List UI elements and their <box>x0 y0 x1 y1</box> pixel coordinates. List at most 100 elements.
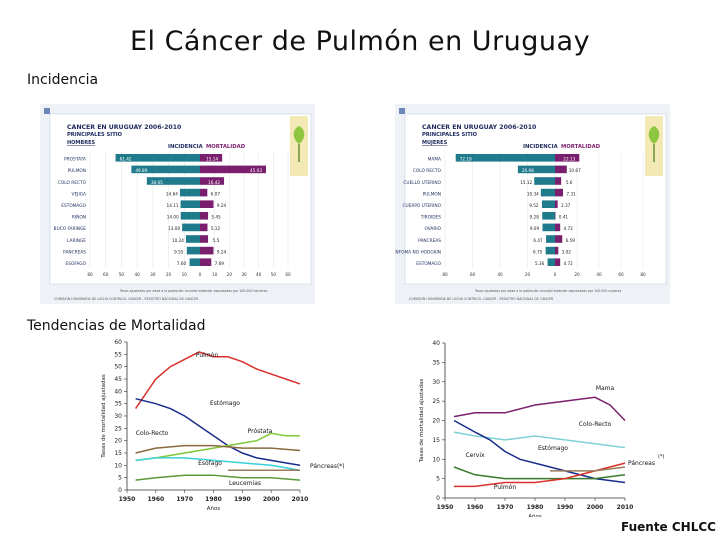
mortalidad-value-label: 5.12 <box>211 226 221 231</box>
series-line <box>453 419 626 484</box>
mortalidad-value-label: 4.72 <box>564 226 574 231</box>
category-label: PROSTATA <box>64 157 86 163</box>
x-tick-label: 2010 <box>617 504 634 511</box>
annotation-mark: (*) <box>658 454 664 460</box>
incidencia-value-label: 7.60 <box>177 261 187 266</box>
series-line <box>135 397 301 467</box>
incidencia-bar <box>180 212 200 220</box>
corner-marker-icon <box>44 108 50 114</box>
mortalidad-bar <box>555 223 561 232</box>
x-axis-label: Años <box>207 506 221 512</box>
category-label: ESTOMAGO <box>416 261 441 267</box>
x-tick-label: 30 <box>150 272 156 277</box>
y-tick-label: 0 <box>118 487 122 494</box>
y-tick-label: 15 <box>114 450 122 457</box>
mortality-trend-chart-women: 0 5 10 15 20 25 30 35 40 1950 1960 1970 1980 1990 2000… <box>419 340 664 517</box>
y-tick-label: 0 <box>436 495 440 502</box>
category-label: ESTOMAGO <box>61 203 86 209</box>
slide-title: El Cáncer de Pulmón en Uruguay <box>129 26 591 57</box>
x-tick-label: 1970 <box>497 504 514 511</box>
incidencia-value-label: 61.42 <box>120 157 132 162</box>
series-label: Esófago <box>198 460 222 467</box>
series-label: Próstata <box>248 428 273 435</box>
incidencia-value-label: 9.28 <box>530 215 540 220</box>
incidencia-bar <box>186 246 200 255</box>
x-tick-label: 80 <box>442 272 448 277</box>
mortalidad-value-label: 0.41 <box>559 215 569 220</box>
category-label: RIÑON <box>72 214 86 221</box>
mortalidad-bar <box>200 223 208 232</box>
mortalidad-bar <box>200 235 209 243</box>
series-label: Pulmón <box>494 484 516 491</box>
incidencia-bar <box>189 258 200 266</box>
category-label: PULMON <box>68 168 86 174</box>
incidencia-value-label: 9.52 <box>529 203 539 208</box>
category-label: PANCREAS <box>63 249 86 255</box>
incidencia-value-label: 5.36 <box>535 261 545 266</box>
y-tick-label: 25 <box>114 425 122 432</box>
chart-note: Tasas ajustadas por edad a la población … <box>474 289 622 293</box>
x-tick-label: 60 <box>618 272 624 277</box>
category-label: TIROIDES <box>420 215 442 221</box>
chlcc-logo-icon <box>290 116 308 176</box>
mortalidad-bar <box>555 165 567 174</box>
category-label: OVARIO <box>424 226 441 232</box>
y-tick-label: 60 <box>114 339 122 346</box>
category-label: COLO RECTO <box>58 180 87 186</box>
x-tick-label: 1980 <box>205 496 222 503</box>
x-tick-label: 2010 <box>292 496 309 503</box>
mortalidad-bar <box>555 200 558 208</box>
incidencia-bar <box>541 200 555 208</box>
series-line <box>453 466 626 480</box>
series-line <box>135 432 300 462</box>
y-tick-label: 10 <box>432 456 440 463</box>
logo-leaf <box>648 126 660 144</box>
mortalidad-value-label: 2.37 <box>561 203 571 208</box>
chart-credit: COMISION HONORARIA DE LUCHA CONTRA EL CA… <box>409 297 554 301</box>
series-label: Pulmón <box>196 352 218 359</box>
category-label: BUCO FARINGE <box>54 226 87 232</box>
x-tick-label: 2000 <box>587 504 604 511</box>
series-label: Colo-Recto <box>579 421 612 428</box>
incidencia-value-label: 38.65 <box>151 180 163 185</box>
incidencia-bar <box>546 235 555 243</box>
x-tick-label: 80 <box>640 272 646 277</box>
mortalidad-value-label: 9.24 <box>217 203 227 208</box>
incidencia-value-label: 26.98 <box>522 168 534 173</box>
y-tick-label: 30 <box>114 413 122 420</box>
category-label: LARINGE <box>67 238 86 244</box>
mortalidad-bar <box>200 188 208 197</box>
y-axis-label: Tasas de mortalidad ajustadas <box>419 379 425 464</box>
x-tick-label: 0 <box>554 272 557 277</box>
mortalidad-bar <box>555 246 559 255</box>
y-tick-label: 30 <box>432 379 440 386</box>
incidencia-value-label: 10.24 <box>172 238 184 243</box>
y-tick-label: 40 <box>114 388 122 395</box>
mortalidad-bar <box>200 200 214 208</box>
category-label: LINFOMA NO HODGKIN <box>395 249 441 255</box>
series-label: Páncreas(*) <box>310 463 345 470</box>
y-tick-label: 5 <box>118 475 122 482</box>
group-label: HOMBRES <box>67 140 95 146</box>
series-label: Páncreas <box>628 460 655 467</box>
category-label: VEJIGA <box>72 191 87 197</box>
series-label: Mama <box>596 385 615 392</box>
mortalidad-bar <box>555 154 580 162</box>
x-tick-label: 1950 <box>437 504 454 511</box>
incidencia-bar <box>179 188 200 197</box>
category-label: CUERPO UTERINO <box>402 203 441 209</box>
x-tick-label: 1990 <box>557 504 574 511</box>
chart-title: CANCER EN URUGUAY 2006-2010 <box>422 124 537 131</box>
x-tick-label: 1970 <box>176 496 193 503</box>
mortalidad-header: MORTALIDAD <box>561 144 601 150</box>
chart-frame <box>49 113 312 285</box>
x-tick-label: 40 <box>596 272 602 277</box>
incidencia-bar <box>540 188 555 197</box>
corner-marker-icon <box>399 108 405 114</box>
x-tick-label: 50 <box>119 272 125 277</box>
incidencia-value-label: 6.75 <box>533 249 543 254</box>
incidencia-bar <box>131 165 200 174</box>
incidencia-bar <box>545 246 555 255</box>
incidencia-value-label: 14.00 <box>167 215 179 220</box>
